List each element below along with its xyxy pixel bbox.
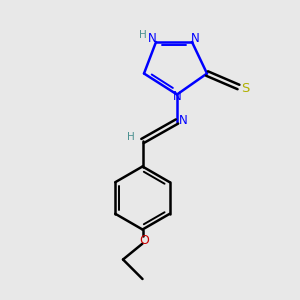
Text: S: S [241,82,249,95]
Text: N: N [179,113,188,127]
Text: O: O [139,233,149,247]
Text: H: H [127,132,135,142]
Text: H: H [139,29,146,40]
Text: N: N [172,89,182,103]
Text: N: N [148,32,157,46]
Text: N: N [190,32,200,46]
